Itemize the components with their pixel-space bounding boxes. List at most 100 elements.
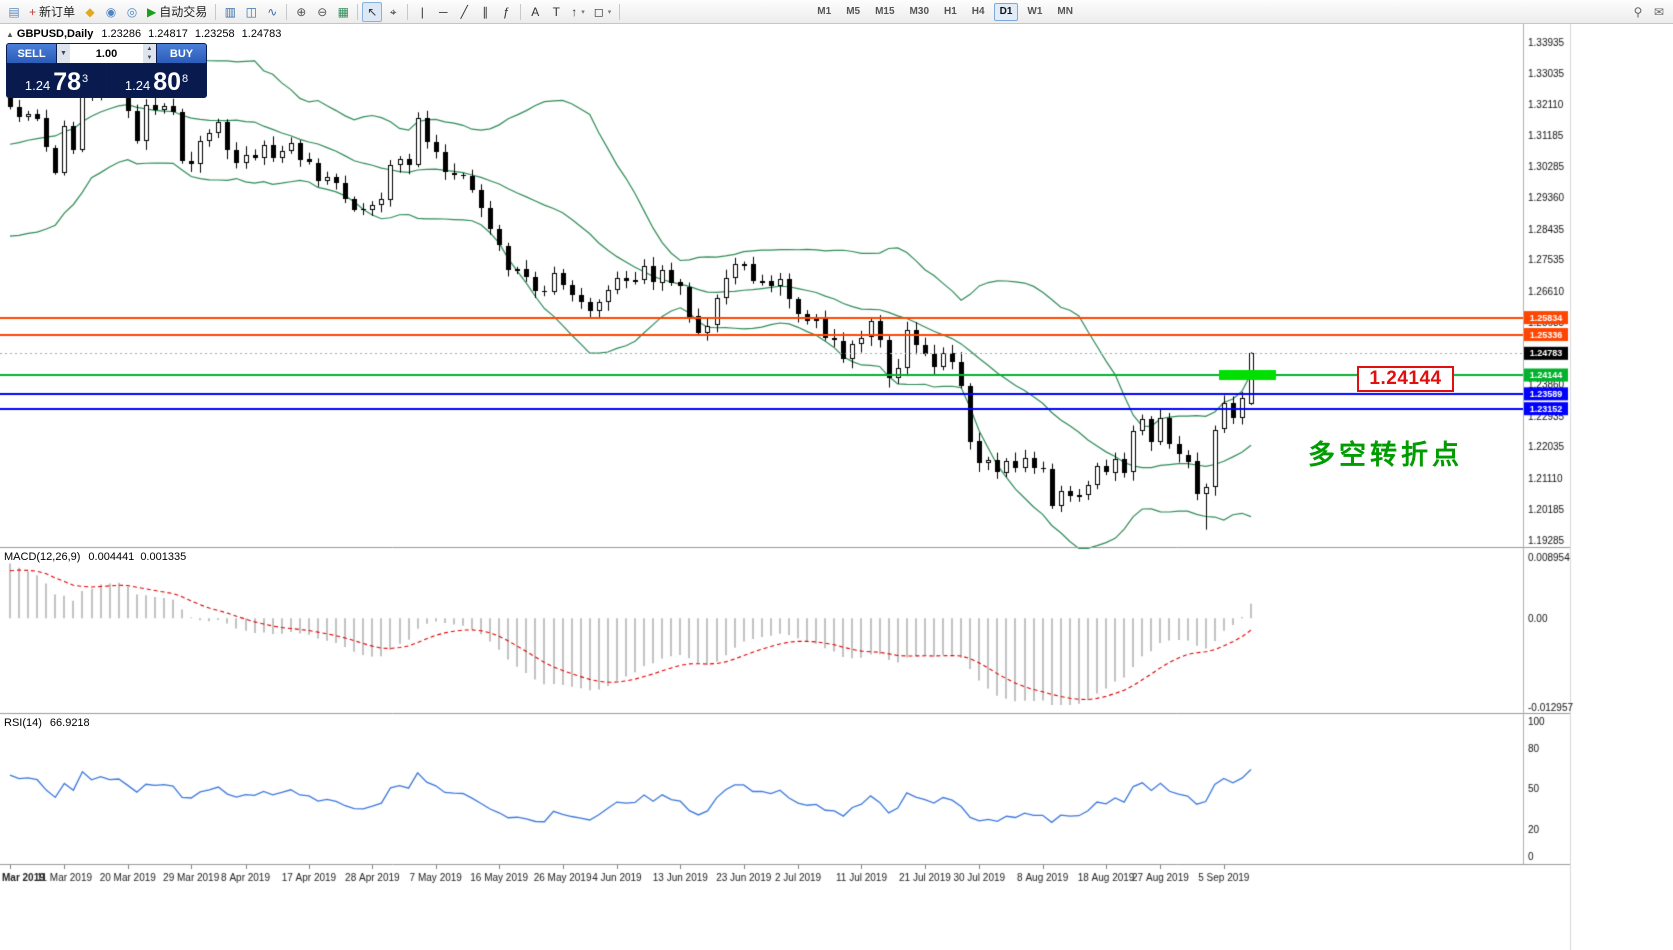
line-chart-button[interactable]: ∿ — [262, 2, 282, 22]
turning-point-note: 多空转折点 — [1308, 440, 1463, 470]
zoom-out-icon: ⊖ — [317, 4, 328, 19]
macd-value-2: 0.001335 — [140, 551, 187, 563]
horizontal-line-icon: ─ — [439, 4, 448, 19]
horizontal-line-button[interactable]: ─ — [433, 2, 453, 22]
timeframe-h4-button[interactable]: H4 — [971, 6, 985, 17]
line-chart-icon: ∿ — [267, 4, 278, 19]
candlestick-chart-button[interactable]: ◫ — [241, 2, 261, 22]
broadcast-icon: ◎ — [126, 4, 138, 19]
text-label-icon: T — [552, 4, 560, 19]
vertical-line-button[interactable]: | — [412, 2, 432, 22]
volume-dropdown-button[interactable]: ▼ — [57, 44, 70, 63]
buy-button[interactable]: BUY — [157, 44, 206, 63]
mql5-button[interactable]: ◆ — [80, 2, 100, 22]
fibonacci-button[interactable]: ƒ — [496, 2, 516, 22]
shape-tools-button[interactable]: ◻ ▾ — [590, 2, 615, 22]
timeframe-mn-button[interactable]: MN — [1057, 6, 1073, 17]
zoom-out-button[interactable]: ⊖ — [312, 2, 332, 22]
dropdown-caret-icon: ▾ — [581, 8, 585, 16]
new-order-label: 新订单 — [39, 5, 76, 19]
symbol-name: GBPUSD,Daily — [16, 28, 94, 40]
fibonacci-icon: ƒ — [502, 4, 510, 19]
cursor-icon: ↖ — [367, 4, 378, 19]
timeframe-m5-button[interactable]: M5 — [846, 6, 861, 17]
pivot-price-annotation: 1.24144 — [1357, 366, 1454, 392]
crosshair-icon: ⌖ — [389, 4, 397, 19]
rsi-value: 66.9218 — [49, 717, 90, 729]
arrow-tools-icon: ↑ — [571, 4, 578, 19]
trendline-button[interactable]: ╱ — [454, 2, 474, 22]
toolbar-separator — [215, 3, 217, 20]
symbol-info: ▲ GBPUSD,Daily 1.23286 1.24817 1.23258 1.2478… — [6, 28, 288, 40]
volume-increase-button[interactable]: ▲ — [143, 44, 156, 54]
sell-price-pip: 3 — [82, 73, 89, 85]
timeframe-m15-button[interactable]: M15 — [875, 6, 895, 17]
text-label-button[interactable]: T — [546, 2, 566, 22]
shape-tools-icon: ◻ — [593, 4, 604, 19]
search-icon: ⚲ — [1633, 4, 1643, 19]
zoom-in-icon: ⊕ — [296, 4, 307, 19]
timeframe-d1-button[interactable]: D1 — [993, 2, 1019, 21]
crosshair-button[interactable]: ⌖ — [383, 2, 403, 22]
timeframe-m1-button[interactable]: M1 — [817, 6, 832, 17]
community-button[interactable]: ◉ — [101, 2, 121, 22]
toolbar: ▤ + 新订单 ◆ ◉ ◎ ▶ 自动交易 ▥ ◫ ∿ ⊕ ⊖ ▦ ↖ ⌖ | ─ ╱ ∥ ƒ A T ↑ ▾ ◻ ▾ M1 M5 M15 M… — [0, 0, 1673, 24]
text-button[interactable]: A — [525, 2, 545, 22]
macd-value-1: 0.004441 — [88, 551, 135, 563]
buy-price-pip: 8 — [182, 73, 189, 85]
volume-input[interactable]: 1.00 — [95, 47, 118, 60]
bar-chart-icon: ▥ — [224, 4, 236, 19]
toolbar-separator — [286, 3, 288, 20]
macd-indicator-label: MACD(12,26,9) 0.004441 0.001335 — [4, 551, 186, 563]
mql5-icon: ◆ — [85, 4, 95, 19]
channel-icon: ∥ — [482, 4, 489, 19]
feedback-button[interactable]: ✉ — [1649, 2, 1669, 22]
new-order-button[interactable]: + 新订单 — [25, 2, 79, 22]
bar-chart-button[interactable]: ▥ — [220, 2, 240, 22]
volume-decrease-button[interactable]: ▼ — [143, 53, 156, 63]
toolbar-separator — [619, 3, 621, 20]
broadcast-button[interactable]: ◎ — [122, 2, 142, 22]
collapse-panel-icon[interactable]: ▲ — [6, 30, 14, 39]
text-icon: A — [531, 4, 540, 19]
bar-open: 1.23286 — [101, 28, 142, 40]
bar-close: 1.24783 — [241, 28, 282, 40]
chart-window-button[interactable]: ▤ — [4, 2, 24, 22]
bar-high: 1.24817 — [148, 28, 188, 40]
channel-button[interactable]: ∥ — [475, 2, 495, 22]
autotrading-button[interactable]: ▶ 自动交易 — [143, 2, 211, 22]
community-icon: ◉ — [105, 4, 117, 19]
toolbar-separator — [407, 3, 409, 20]
search-button[interactable]: ⚲ — [1628, 2, 1648, 22]
buy-price-button[interactable]: 1.24 80 8 — [107, 64, 206, 97]
one-click-trading-panel: SELL ▼ 1.00 ▲ ▼ BUY 1.24 78 3 1.24 80 8 — [6, 43, 207, 98]
autotrading-label: 自动交易 — [159, 5, 208, 19]
cursor-button[interactable]: ↖ — [362, 1, 383, 22]
arrow-tools-button[interactable]: ↑ ▾ — [567, 2, 589, 22]
timeframe-h1-button[interactable]: H1 — [944, 6, 957, 17]
vertical-line-icon: | — [420, 4, 424, 19]
toolbar-separator — [520, 3, 522, 20]
tile-windows-icon: ▦ — [337, 4, 349, 19]
macd-name: MACD(12,26,9) — [4, 551, 81, 563]
chart-canvas[interactable] — [0, 24, 1673, 950]
sell-button[interactable]: SELL — [7, 44, 56, 63]
timeframe-m30-button[interactable]: M30 — [909, 6, 929, 17]
rsi-name: RSI(14) — [4, 717, 42, 729]
tile-windows-button[interactable]: ▦ — [333, 2, 353, 22]
sell-price-prefix: 1.24 — [24, 78, 51, 93]
zoom-in-button[interactable]: ⊕ — [291, 2, 311, 22]
toolbar-separator — [357, 3, 359, 20]
sell-price-main: 78 — [53, 68, 81, 97]
buy-price-prefix: 1.24 — [124, 78, 151, 93]
timeframe-w1-button[interactable]: W1 — [1027, 6, 1043, 17]
dropdown-caret-icon: ▾ — [607, 8, 612, 16]
candlestick-chart-icon: ◫ — [245, 4, 257, 19]
feedback-icon: ✉ — [1653, 4, 1665, 19]
autotrading-icon: ▶ — [147, 4, 157, 19]
new-order-icon: + — [29, 4, 37, 19]
volume-control: ▼ 1.00 ▲ ▼ — [57, 44, 156, 63]
sell-price-button[interactable]: 1.24 78 3 — [7, 64, 106, 97]
rsi-indicator-label: RSI(14) 66.9218 — [4, 717, 90, 729]
